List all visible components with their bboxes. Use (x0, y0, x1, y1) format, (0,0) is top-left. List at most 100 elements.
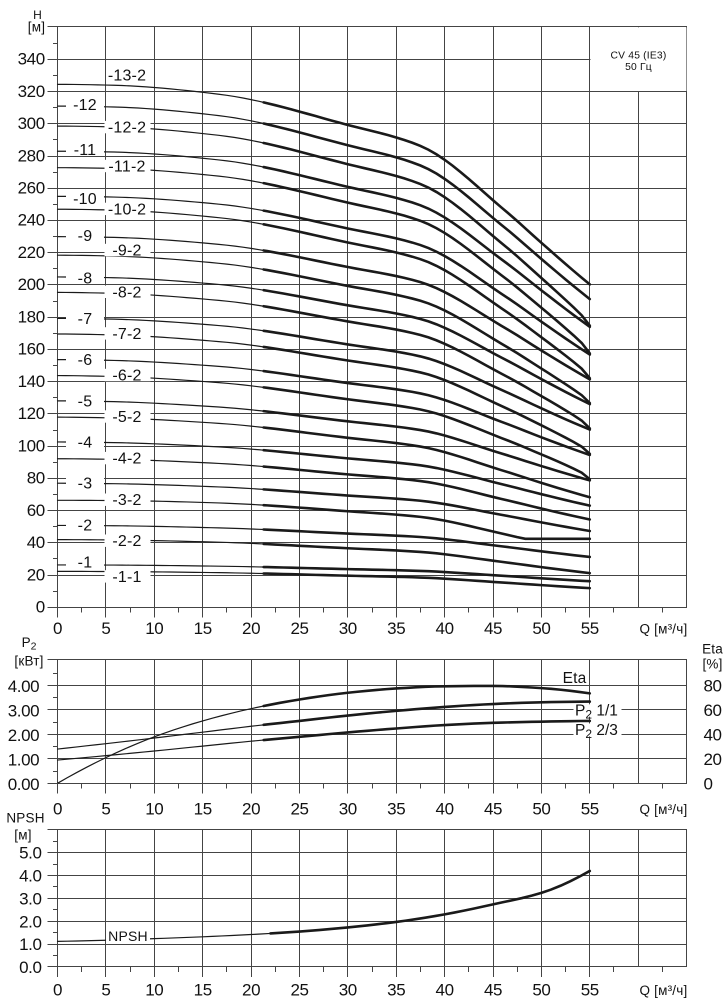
svg-text:20: 20 (27, 565, 45, 584)
svg-text:-4-2: -4-2 (112, 451, 141, 468)
svg-text:0.0: 0.0 (19, 958, 41, 977)
svg-text:-12: -12 (73, 97, 97, 114)
svg-text:15: 15 (194, 980, 212, 999)
svg-text:2.0: 2.0 (19, 912, 41, 931)
svg-text:-10-2: -10-2 (108, 201, 146, 218)
svg-text:180: 180 (18, 307, 45, 326)
svg-text:1.0: 1.0 (19, 935, 41, 954)
svg-text:35: 35 (387, 799, 405, 818)
svg-text:30: 30 (339, 799, 357, 818)
svg-text:-11: -11 (74, 142, 97, 159)
svg-text:20: 20 (242, 619, 260, 638)
svg-text:10: 10 (145, 619, 163, 638)
svg-text:45: 45 (484, 619, 502, 638)
svg-text:40: 40 (436, 619, 454, 638)
svg-text:-7-2: -7-2 (112, 326, 141, 343)
svg-text:-9-2: -9-2 (112, 243, 141, 260)
svg-text:50: 50 (532, 980, 550, 999)
svg-text:160: 160 (18, 340, 45, 359)
svg-text:Eta: Eta (563, 670, 587, 687)
svg-text:120: 120 (18, 404, 45, 423)
svg-text:-3-2: -3-2 (112, 492, 141, 509)
svg-text:5: 5 (101, 799, 110, 818)
svg-text:280: 280 (18, 146, 45, 165)
svg-text:10: 10 (145, 799, 163, 818)
svg-text:0: 0 (704, 774, 713, 793)
svg-text:0: 0 (53, 619, 62, 638)
svg-text:3.00: 3.00 (8, 702, 40, 721)
svg-text:-8-2: -8-2 (112, 284, 141, 301)
svg-text:55: 55 (581, 980, 599, 999)
svg-text:80: 80 (27, 469, 45, 488)
svg-text:Q [м³/ч]: Q [м³/ч] (640, 802, 688, 817)
svg-text:-5-2: -5-2 (112, 409, 141, 426)
svg-text:50: 50 (532, 799, 550, 818)
svg-text:0.00: 0.00 (8, 775, 40, 794)
svg-text:[кВт]: [кВт] (14, 654, 43, 669)
svg-text:[%]: [%] (702, 657, 722, 672)
svg-text:10: 10 (145, 980, 163, 999)
svg-text:5.0: 5.0 (19, 844, 41, 863)
svg-text:-12-2: -12-2 (108, 120, 146, 137)
svg-text:60: 60 (27, 501, 45, 520)
svg-text:2.00: 2.00 (8, 726, 40, 745)
svg-text:0: 0 (36, 598, 45, 617)
svg-text:5: 5 (101, 619, 110, 638)
svg-text:40: 40 (704, 725, 722, 744)
svg-text:240: 240 (18, 211, 45, 230)
svg-text:H: H (33, 8, 42, 22)
svg-text:-1: -1 (78, 555, 93, 572)
svg-text:Q [м³/ч]: Q [м³/ч] (640, 622, 688, 637)
svg-text:Eta: Eta (702, 642, 723, 657)
svg-text:20: 20 (704, 750, 722, 769)
svg-text:40: 40 (27, 533, 45, 552)
svg-text:260: 260 (18, 179, 45, 198)
svg-text:220: 220 (18, 243, 45, 262)
svg-text:45: 45 (484, 980, 502, 999)
svg-text:340: 340 (18, 50, 45, 69)
svg-text:-13-2: -13-2 (108, 68, 146, 85)
svg-text:140: 140 (18, 372, 45, 391)
svg-text:100: 100 (18, 436, 45, 455)
svg-text:20: 20 (242, 980, 260, 999)
svg-text:25: 25 (290, 799, 308, 818)
svg-text:CV 45 (IE3): CV 45 (IE3) (611, 50, 667, 61)
svg-text:4.0: 4.0 (19, 867, 41, 886)
svg-text:15: 15 (194, 619, 212, 638)
svg-text:[м]: [м] (14, 828, 31, 843)
svg-text:300: 300 (18, 114, 45, 133)
svg-text:-1-1: -1-1 (112, 569, 141, 586)
svg-text:0: 0 (53, 980, 62, 999)
svg-text:25: 25 (290, 619, 308, 638)
svg-text:P2 2/3: P2 2/3 (575, 722, 618, 741)
svg-text:200: 200 (18, 275, 45, 294)
svg-text:NPSH: NPSH (108, 928, 148, 944)
svg-text:-7: -7 (78, 311, 93, 328)
svg-text:-10: -10 (73, 191, 97, 208)
svg-text:15: 15 (194, 799, 212, 818)
svg-text:-2-2: -2-2 (112, 533, 141, 550)
svg-text:-2: -2 (78, 517, 93, 534)
svg-text:P2 1/1: P2 1/1 (575, 703, 618, 722)
svg-text:50: 50 (532, 619, 550, 638)
svg-text:1.00: 1.00 (8, 751, 40, 770)
svg-text:30: 30 (339, 619, 357, 638)
svg-text:40: 40 (436, 799, 454, 818)
svg-text:-5: -5 (78, 393, 93, 410)
svg-text:60: 60 (704, 701, 722, 720)
svg-text:30: 30 (339, 980, 357, 999)
svg-text:[м]: [м] (28, 20, 45, 35)
svg-text:55: 55 (581, 619, 599, 638)
svg-text:25: 25 (290, 980, 308, 999)
svg-text:45: 45 (484, 799, 502, 818)
svg-text:-9: -9 (78, 228, 93, 245)
svg-text:-11-2: -11-2 (108, 159, 145, 176)
svg-text:20: 20 (242, 799, 260, 818)
svg-text:40: 40 (436, 980, 454, 999)
svg-text:0: 0 (53, 799, 62, 818)
svg-text:80: 80 (704, 676, 722, 695)
svg-text:-6: -6 (78, 352, 93, 369)
svg-text:-4: -4 (78, 435, 93, 452)
svg-text:320: 320 (18, 82, 45, 101)
svg-text:Q [м³/ч]: Q [м³/ч] (640, 983, 688, 998)
